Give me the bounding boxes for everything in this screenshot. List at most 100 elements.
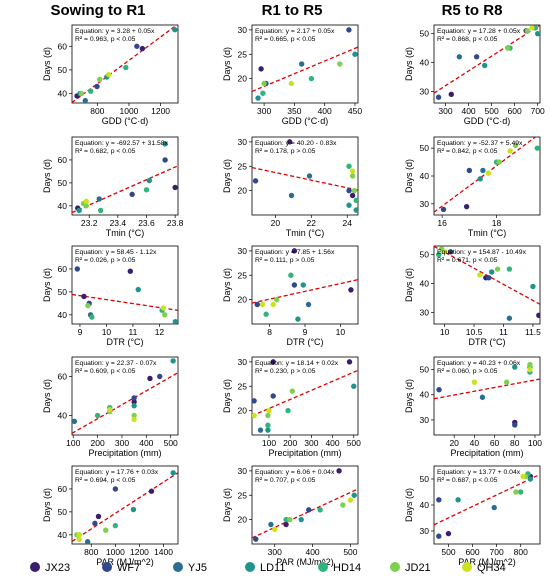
scatter-panel: 800 1000 1200 1400 40 50 60 PAR (MJ/m^2) Days (d… xyxy=(42,465,179,567)
data-point xyxy=(258,66,264,72)
x-axis-label: DTR (°C) xyxy=(468,337,505,347)
y-tick-label: 50 xyxy=(58,178,68,188)
data-point xyxy=(134,43,140,49)
data-point xyxy=(112,486,119,492)
y-tick-label: 50 xyxy=(58,65,68,75)
y-tick-label: 40 xyxy=(420,500,430,510)
x-tick-label: 1200 xyxy=(151,106,170,116)
x-tick-label: 12 xyxy=(155,327,165,337)
data-point xyxy=(107,406,113,413)
data-point xyxy=(349,173,356,179)
legend-label: LD11 xyxy=(260,562,285,574)
data-point xyxy=(512,364,518,370)
data-point xyxy=(496,159,502,165)
scatter-panel: 8 9 10 20 25 30 DTR (°C) Days (d) Equation: y = … xyxy=(222,245,359,347)
fit-line xyxy=(252,279,358,304)
data-point xyxy=(146,177,153,184)
data-point xyxy=(436,387,442,393)
plot-area xyxy=(252,468,358,542)
column-title: R1 to R5 xyxy=(262,2,323,19)
data-point xyxy=(346,27,352,33)
data-point xyxy=(291,282,298,288)
y-axis-label: Days (d) xyxy=(42,379,52,413)
x-tick-label: 500 xyxy=(164,438,178,448)
x-tick-label: 23.4 xyxy=(110,218,127,228)
y-tick-label: 50 xyxy=(420,29,430,39)
r2-text: R² = 0.694, p < 0.05 xyxy=(75,477,136,484)
data-point xyxy=(89,314,95,320)
data-point xyxy=(172,184,178,191)
data-point xyxy=(505,45,511,51)
data-point xyxy=(306,173,313,179)
data-point xyxy=(534,145,540,151)
fit-line xyxy=(434,473,540,526)
data-point xyxy=(96,196,102,202)
x-tick-label: 300 xyxy=(257,106,271,116)
y-tick-label: 30 xyxy=(238,25,248,35)
x-tick-label: 400 xyxy=(318,106,332,116)
data-point xyxy=(283,521,289,528)
x-tick-label: 1000 xyxy=(119,106,138,116)
column-titles: Sowing to R1 R1 to R5 R5 to R8 xyxy=(51,2,503,19)
data-point xyxy=(489,269,495,275)
y-tick-label: 40 xyxy=(58,201,68,211)
data-point xyxy=(346,202,352,208)
y-axis-label: Days (d) xyxy=(404,488,414,522)
data-point xyxy=(295,316,301,322)
data-point xyxy=(506,266,513,272)
data-point xyxy=(84,539,91,544)
y-tick-label: 60 xyxy=(58,372,68,382)
data-point xyxy=(123,64,129,71)
data-point xyxy=(255,95,261,101)
r2-text: R² = 0.609, p < 0.05 xyxy=(75,368,136,375)
data-point xyxy=(527,366,533,373)
data-point xyxy=(300,282,306,288)
x-axis-label: Precipitation (mm) xyxy=(268,448,341,458)
data-point xyxy=(259,301,266,308)
y-tick-label: 50 xyxy=(420,250,430,260)
data-point xyxy=(436,533,442,539)
x-tick-label: 1000 xyxy=(106,547,125,557)
x-tick-label: 500 xyxy=(343,547,357,557)
data-point xyxy=(507,148,513,154)
plot-area xyxy=(434,246,540,321)
data-point xyxy=(253,536,259,542)
y-tick-label: 40 xyxy=(420,58,430,68)
legend-item: YJ5 xyxy=(173,562,207,574)
r2-text: R² = 0.026, p > 0.05 xyxy=(75,257,136,264)
y-tick-label: 30 xyxy=(420,199,430,209)
y-tick-label: 20 xyxy=(238,186,248,196)
scatter-panel: 300 350 400 450 20 25 30 GDD (°C·d) Days (d) Equa… xyxy=(222,24,362,126)
x-tick-label: 600 xyxy=(465,547,479,557)
x-tick-label: 700 xyxy=(531,106,545,116)
y-tick-label: 60 xyxy=(58,484,68,494)
data-point xyxy=(308,75,315,82)
x-tick-label: 11.5 xyxy=(525,327,541,337)
x-axis-label: GDD (°C·d) xyxy=(102,116,149,126)
data-point xyxy=(317,507,323,513)
equation-text: Equation: y = 17.76 + 0.03x xyxy=(75,469,159,476)
y-axis-label: Days (d) xyxy=(404,268,414,302)
data-point xyxy=(85,302,91,309)
x-tick-label: 10 xyxy=(440,327,450,337)
legend-marker xyxy=(318,562,328,572)
legend-item: JD21 xyxy=(390,562,431,574)
data-point xyxy=(131,399,137,405)
plot-frame xyxy=(433,245,541,325)
scatter-panel: 300 400 500 600 700 30 40 50 GDD (°C·d) Days (d) E… xyxy=(404,24,545,126)
data-point xyxy=(477,272,483,278)
data-point xyxy=(76,207,82,214)
plot-area xyxy=(434,471,540,539)
r2-text: R² = 0.687, p < 0.05 xyxy=(437,477,498,484)
data-point xyxy=(265,412,271,419)
data-point xyxy=(305,301,312,308)
y-tick-label: 40 xyxy=(58,530,68,540)
data-point xyxy=(456,54,463,60)
x-tick-label: 800 xyxy=(514,547,528,557)
data-point xyxy=(272,526,278,533)
data-point xyxy=(291,248,298,254)
data-point xyxy=(530,283,536,290)
x-tick-label: 23.2 xyxy=(81,218,98,228)
column-title: R5 to R8 xyxy=(442,2,503,19)
